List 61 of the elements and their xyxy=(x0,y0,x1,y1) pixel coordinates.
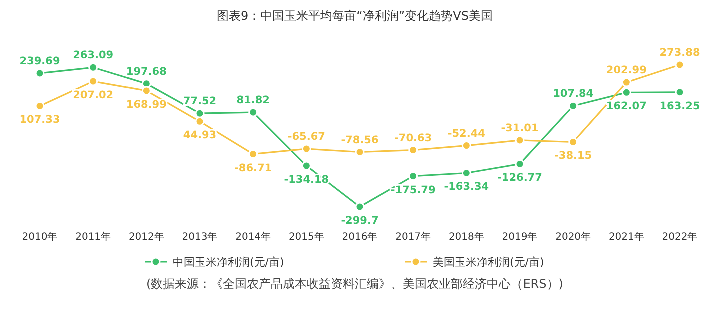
point xyxy=(88,76,98,86)
data-label: -70.63 xyxy=(394,132,432,144)
data-label: 168.99 xyxy=(126,98,167,111)
point xyxy=(622,78,632,88)
data-label: -38.15 xyxy=(554,150,592,162)
point xyxy=(675,88,685,98)
x-tick-label: 2010年 xyxy=(22,231,58,243)
x-tick-label: 2022年 xyxy=(662,231,698,243)
x-tick-label: 2021年 xyxy=(608,231,644,243)
data-label: -175.79 xyxy=(390,184,436,196)
data-label: 263.09 xyxy=(73,50,114,62)
data-label: 107.33 xyxy=(20,114,60,126)
point xyxy=(622,88,632,98)
data-label: -86.71 xyxy=(234,162,272,174)
chart-title: 图表9：中国玉米平均每亩“净利润”变化趋势VS美国 xyxy=(217,9,493,23)
point xyxy=(88,62,98,72)
x-tick-label: 2017年 xyxy=(396,231,432,243)
point xyxy=(302,161,312,171)
data-label: -31.01 xyxy=(501,122,539,134)
data-label: 239.69 xyxy=(20,55,60,68)
point xyxy=(515,136,525,146)
point xyxy=(142,86,152,96)
data-label: 202.99 xyxy=(606,64,647,77)
x-tick-label: 2012年 xyxy=(128,231,164,243)
x-tick-label: 2019年 xyxy=(502,231,538,243)
legend-label: 美国玉米净利润(元/亩) xyxy=(433,256,544,269)
data-label: -126.77 xyxy=(498,172,542,184)
data-label: 162.07 xyxy=(606,100,647,113)
point xyxy=(568,138,578,147)
data-label: 81.82 xyxy=(236,94,270,107)
point xyxy=(248,108,258,118)
data-label: -78.56 xyxy=(341,134,379,146)
point xyxy=(675,60,685,70)
x-tick-label: 2014年 xyxy=(236,231,272,243)
point xyxy=(568,101,578,111)
data-label: 77.52 xyxy=(183,96,217,108)
x-tick-label: 2016年 xyxy=(342,231,378,243)
x-tick-label: 2013年 xyxy=(182,231,218,243)
data-label: -299.7 xyxy=(341,215,379,227)
x-tick-label: 2020年 xyxy=(556,231,592,243)
point xyxy=(515,159,525,169)
x-tick-label: 2015年 xyxy=(288,231,324,243)
x-tick-label: 2018年 xyxy=(448,231,484,243)
point xyxy=(355,202,365,212)
point xyxy=(35,68,45,78)
data-label: -163.34 xyxy=(444,181,490,194)
point xyxy=(195,116,205,126)
point xyxy=(302,144,312,154)
data-label: 163.25 xyxy=(660,100,700,112)
legend-label: 中国玉米净利润(元/亩) xyxy=(173,256,284,269)
data-label: 107.84 xyxy=(553,88,594,100)
data-label: 207.02 xyxy=(73,90,114,102)
x-tick-label: 2011年 xyxy=(76,231,112,243)
data-label: 273.88 xyxy=(660,47,700,59)
point xyxy=(195,108,205,118)
text: (数据来源：《全国农产品成本收益资料汇编》、美国农业部经济中心（ERS）) xyxy=(146,277,564,291)
data-label: -65.67 xyxy=(288,131,326,144)
point xyxy=(408,172,418,182)
data-label: 44.93 xyxy=(183,130,217,142)
data-label: -52.44 xyxy=(448,128,486,140)
data-label: 197.68 xyxy=(126,66,167,78)
